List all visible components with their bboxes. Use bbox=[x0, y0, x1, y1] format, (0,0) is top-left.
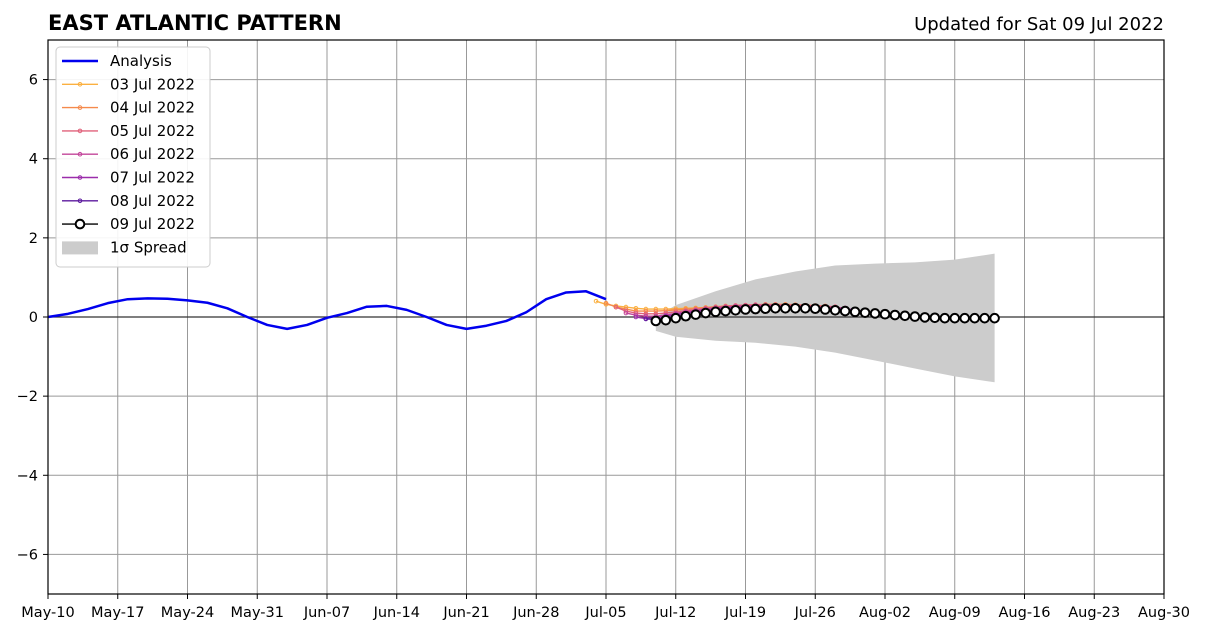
x-tick-label: Aug-23 bbox=[1068, 605, 1120, 621]
latest-forecast-point bbox=[849, 306, 861, 318]
latest-forecast-point bbox=[959, 312, 971, 324]
legend-marker bbox=[77, 175, 83, 180]
latest-forecast-point bbox=[909, 311, 921, 322]
legend-marker bbox=[77, 82, 83, 87]
forecast-point bbox=[623, 308, 629, 314]
x-tick-label: May-24 bbox=[161, 605, 214, 621]
x-tick-label: Aug-02 bbox=[859, 605, 911, 621]
latest-forecast-point bbox=[660, 314, 672, 326]
y-tick-label: −2 bbox=[17, 389, 38, 405]
latest-forecast-point bbox=[979, 312, 990, 324]
chart-subtitle: Updated for Sat 09 Jul 2022 bbox=[914, 14, 1164, 35]
latest-forecast-point bbox=[730, 304, 741, 316]
legend-marker bbox=[77, 128, 83, 134]
x-tick-label: Aug-30 bbox=[1138, 605, 1190, 621]
x-tick-label: Jul-19 bbox=[724, 605, 766, 621]
legend-marker bbox=[74, 218, 86, 230]
y-tick-label: 4 bbox=[29, 152, 38, 168]
y-tick-label: −6 bbox=[17, 547, 38, 563]
x-tick-label: May-17 bbox=[91, 605, 144, 621]
spread-band bbox=[655, 253, 995, 383]
legend-label: 05 Jul 2022 bbox=[110, 122, 195, 140]
plot-area: May-10 May-17 May-24 May-31 Jun-07 Jun-14 Jun-… bbox=[17, 39, 1190, 621]
latest-forecast-point bbox=[969, 312, 980, 324]
latest-forecast-point bbox=[809, 303, 821, 314]
latest-forecast-point bbox=[939, 312, 951, 324]
forecast-point bbox=[623, 310, 629, 316]
x-tick-label: May-31 bbox=[231, 605, 284, 621]
latest-forecast-point bbox=[770, 302, 781, 314]
latest-forecast-point bbox=[750, 303, 761, 315]
forecast-point bbox=[643, 308, 649, 314]
forecast-point bbox=[633, 314, 639, 320]
x-tick-label: May-10 bbox=[21, 605, 74, 621]
latest-forecast-point bbox=[879, 308, 891, 320]
x-tick-label: Aug-16 bbox=[999, 605, 1051, 621]
legend-swatch-spread bbox=[62, 241, 98, 255]
forecast-point bbox=[613, 304, 619, 310]
forecast-point bbox=[603, 300, 609, 306]
forecast-point bbox=[633, 305, 639, 311]
legend-marker bbox=[77, 151, 83, 157]
latest-forecast-point bbox=[889, 309, 901, 321]
legend-label: 09 Jul 2022 bbox=[110, 215, 195, 233]
latest-forecast-point bbox=[799, 302, 811, 314]
latest-forecast-point bbox=[839, 305, 851, 317]
latest-forecast-point bbox=[869, 308, 881, 319]
legend-box bbox=[55, 46, 211, 268]
latest-forecast-point bbox=[650, 315, 662, 327]
x-tick-label: Jul-12 bbox=[654, 605, 696, 621]
chart-title: EAST ATLANTIC PATTERN bbox=[48, 11, 342, 35]
forecast-point bbox=[643, 316, 649, 322]
latest-forecast-point bbox=[670, 312, 682, 324]
legend-label: 1σ Spread bbox=[110, 238, 187, 256]
latest-forecast-point bbox=[929, 312, 941, 324]
latest-forecast-point bbox=[819, 304, 831, 315]
y-tick-label: −4 bbox=[17, 468, 38, 484]
latest-forecast-point bbox=[899, 310, 911, 322]
legend-label: 03 Jul 2022 bbox=[110, 75, 195, 93]
legend: Analysis 03 Jul 2022 04 Jul 2022 05 Jul 202… bbox=[55, 46, 211, 268]
forecast-point bbox=[653, 308, 659, 314]
legend-marker bbox=[77, 198, 83, 204]
legend-label: 04 Jul 2022 bbox=[110, 99, 195, 117]
y-tick-label: 0 bbox=[29, 310, 38, 326]
x-tick-label: Jun-28 bbox=[512, 605, 559, 621]
latest-forecast-point bbox=[710, 306, 721, 318]
latest-forecast-point bbox=[829, 304, 841, 316]
x-tick-label: Jun-14 bbox=[373, 605, 420, 621]
latest-forecast-point bbox=[680, 310, 692, 322]
forecast-point bbox=[593, 298, 599, 304]
legend-label: 07 Jul 2022 bbox=[110, 169, 195, 187]
latest-forecast-point bbox=[790, 302, 801, 314]
latest-forecast-point bbox=[690, 309, 701, 320]
x-tick-label: Jul-26 bbox=[794, 605, 836, 621]
latest-forecast-point bbox=[760, 303, 771, 314]
latest-forecast-point bbox=[720, 305, 731, 317]
latest-forecast-point bbox=[740, 304, 751, 315]
latest-forecast-point bbox=[859, 307, 871, 318]
y-tick-label: 6 bbox=[29, 73, 38, 89]
x-tick-label: Jul-05 bbox=[584, 605, 626, 621]
latest-forecast-point bbox=[780, 302, 791, 314]
legend-label: 06 Jul 2022 bbox=[110, 145, 195, 163]
latest-forecast-point bbox=[919, 312, 931, 323]
legend-label: 08 Jul 2022 bbox=[110, 192, 195, 210]
y-tick-label: 2 bbox=[29, 231, 38, 247]
latest-forecast-point bbox=[949, 312, 961, 324]
x-tick-label: Jun-21 bbox=[442, 605, 489, 621]
legend-label: Analysis bbox=[110, 52, 172, 70]
legend-marker bbox=[77, 105, 83, 110]
latest-forecast-point bbox=[700, 307, 711, 319]
forecast-point bbox=[633, 312, 639, 318]
x-tick-label: Aug-09 bbox=[929, 605, 981, 621]
x-tick-label: Jun-07 bbox=[303, 605, 350, 621]
latest-forecast-point bbox=[989, 312, 1000, 324]
analysis-line bbox=[47, 290, 607, 331]
